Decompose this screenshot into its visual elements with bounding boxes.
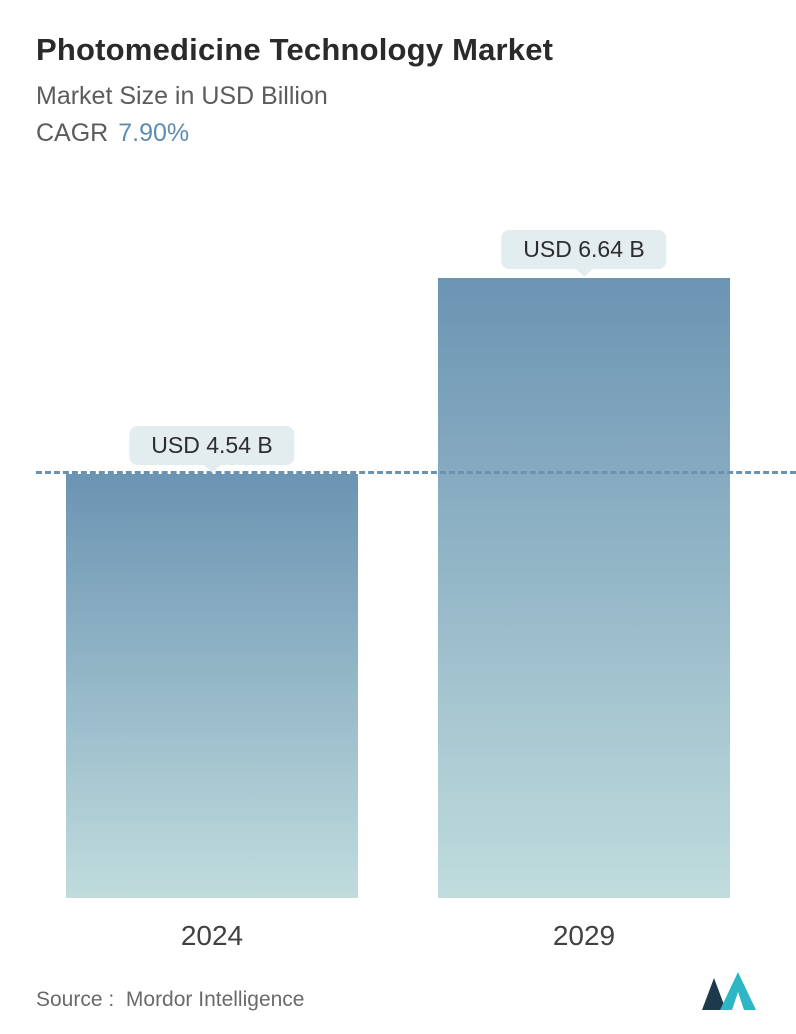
reference-dashed-line (36, 471, 796, 474)
bar-value-badge: USD 4.54 B (129, 426, 294, 465)
logo-right-shape (720, 972, 756, 1010)
bar (66, 474, 358, 898)
bar-fill (438, 278, 730, 898)
x-axis-label: 2024 (66, 920, 358, 952)
source-label: Source : (36, 988, 114, 1011)
cagr-label: CAGR (36, 119, 108, 147)
source-text: Source : Mordor Intelligence (36, 988, 304, 1012)
chart-subtitle: Market Size in USD Billion (36, 82, 760, 111)
bar-column: USD 6.64 B (438, 188, 730, 898)
x-axis-label: 2029 (438, 920, 730, 952)
chart-area: USD 4.54 B USD 6.64 B (36, 188, 760, 898)
chart-title: Photomedicine Technology Market (36, 32, 760, 68)
brand-logo-icon (700, 970, 766, 1012)
cagr-row: CAGR 7.90% (36, 119, 760, 148)
bar-fill (66, 474, 358, 898)
chart-footer: Source : Mordor Intelligence (36, 970, 766, 1012)
cagr-value: 7.90% (118, 119, 189, 147)
bars-container: USD 4.54 B USD 6.64 B (66, 188, 730, 898)
source-name: Mordor Intelligence (126, 988, 305, 1011)
x-axis-labels: 2024 2029 (66, 920, 730, 952)
bar-column: USD 4.54 B (66, 188, 358, 898)
bar-value-badge: USD 6.64 B (501, 230, 666, 269)
bar (438, 278, 730, 898)
